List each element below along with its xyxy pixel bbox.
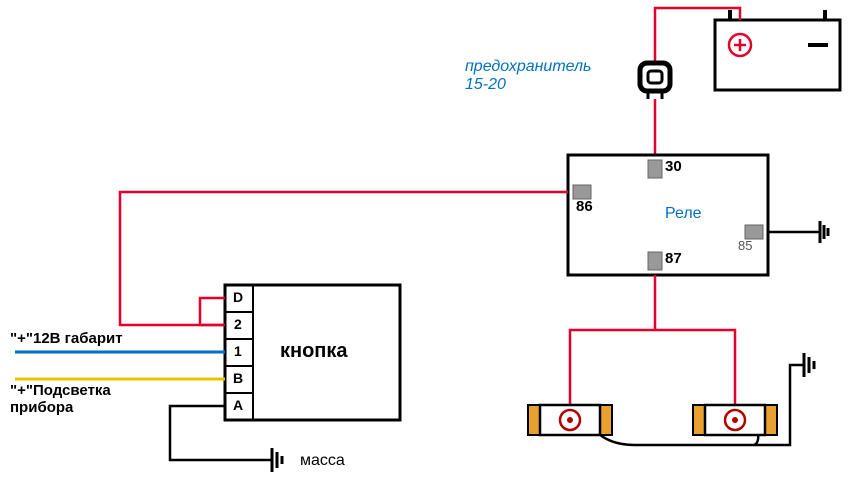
light-right-icon xyxy=(693,405,777,435)
pinD-label: D xyxy=(233,289,243,305)
wire-jumper-d2 xyxy=(200,298,225,325)
ground-relay-icon xyxy=(820,221,828,243)
ground-mass-icon xyxy=(272,448,282,472)
wire-pinA-mass xyxy=(170,406,272,460)
pin87-label: 87 xyxy=(665,250,682,267)
wire-relay86-button xyxy=(120,192,568,325)
button-label: кнопка xyxy=(280,340,348,363)
fuse-icon xyxy=(640,63,670,99)
line-12v-label: "+"12В габарит xyxy=(10,330,123,347)
wire-relay87-lights xyxy=(570,275,735,405)
ground-lights-icon xyxy=(804,353,814,377)
line-backlight-label: "+"Подсветка прибора xyxy=(10,382,111,416)
wire-battery-fuse xyxy=(655,8,740,63)
pin30-label: 30 xyxy=(665,158,682,175)
pinB-label: B xyxy=(233,370,243,386)
pinA-label: A xyxy=(233,397,243,413)
battery-icon xyxy=(715,10,840,90)
pin1-label: 1 xyxy=(234,343,242,359)
pin2-label: 2 xyxy=(234,316,242,332)
fuse-label: предохранитель 15-20 xyxy=(465,58,591,94)
pin86-label: 86 xyxy=(576,198,593,215)
relay-label: Реле xyxy=(665,205,702,223)
light-left-icon xyxy=(528,405,612,435)
mass-label: масса xyxy=(300,452,345,470)
pin85-label: 85 xyxy=(738,238,752,253)
